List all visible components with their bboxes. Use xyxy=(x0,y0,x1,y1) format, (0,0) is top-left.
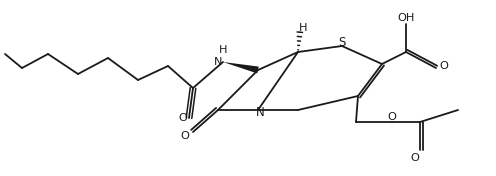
Text: S: S xyxy=(338,36,346,49)
Text: O: O xyxy=(181,131,189,141)
Text: N: N xyxy=(214,57,222,67)
Text: OH: OH xyxy=(397,13,415,23)
Text: O: O xyxy=(411,153,420,163)
Polygon shape xyxy=(223,62,259,73)
Text: O: O xyxy=(439,61,448,71)
Text: H: H xyxy=(219,45,227,55)
Text: O: O xyxy=(179,113,187,123)
Text: H: H xyxy=(299,23,307,33)
Text: N: N xyxy=(255,106,264,120)
Text: O: O xyxy=(387,112,396,122)
